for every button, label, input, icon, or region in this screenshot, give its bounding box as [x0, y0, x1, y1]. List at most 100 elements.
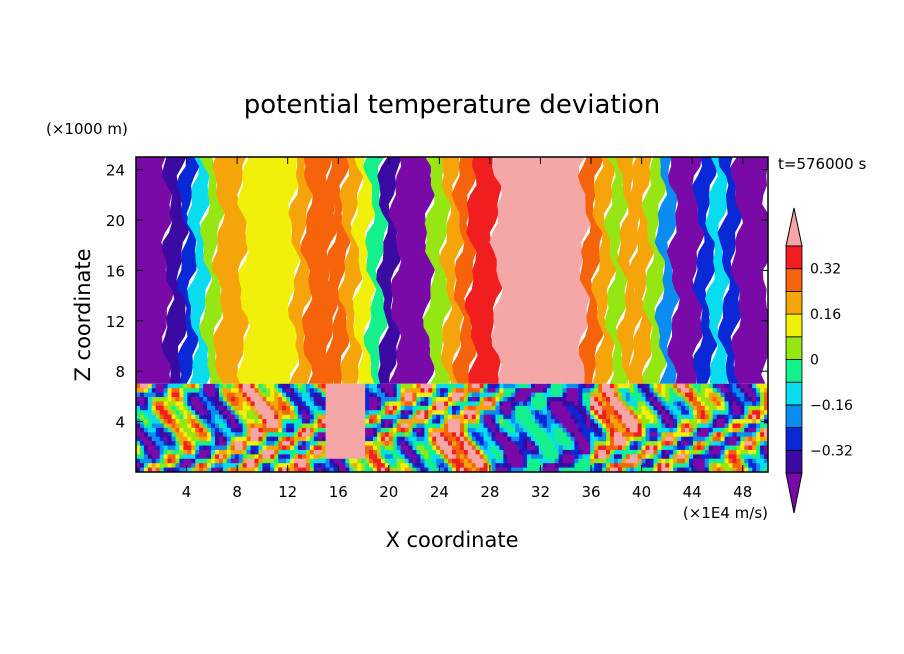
- turbulent-cell: [376, 449, 382, 455]
- turbulent-cell: [732, 419, 737, 425]
- turbulent-cell: [629, 401, 635, 407]
- turbulent-cell: [602, 383, 607, 389]
- x-tick-label: 24: [430, 483, 449, 501]
- turbulent-cell: [376, 463, 382, 469]
- turbulent-cell: [436, 463, 441, 469]
- turbulent-cell: [246, 467, 252, 472]
- turbulent-cell: [392, 445, 398, 451]
- turbulent-cell: [475, 405, 481, 411]
- turbulent-cell: [700, 454, 706, 460]
- turbulent-cell: [598, 449, 603, 455]
- turbulent-cell: [764, 445, 768, 451]
- turbulent-cell: [566, 419, 572, 425]
- turbulent-cell: [432, 410, 437, 416]
- turbulent-cell: [645, 432, 651, 438]
- turbulent-cell: [594, 410, 599, 416]
- turbulent-cell: [586, 423, 591, 429]
- turbulent-cell: [546, 414, 552, 420]
- turbulent-cell: [301, 436, 307, 442]
- turbulent-cell: [661, 414, 666, 420]
- turbulent-cell: [416, 463, 421, 469]
- turbulent-cell: [309, 458, 315, 464]
- turbulent-cell: [732, 405, 737, 411]
- turbulent-cell: [546, 432, 552, 438]
- turbulent-cell: [436, 441, 441, 447]
- turbulent-cell: [167, 432, 173, 438]
- turbulent-cell: [424, 445, 429, 451]
- turbulent-cell: [740, 414, 745, 420]
- turbulent-cell: [159, 454, 165, 460]
- turbulent-cell: [550, 445, 556, 451]
- turbulent-cell: [617, 405, 623, 411]
- turbulent-cell: [629, 445, 635, 451]
- turbulent-cell: [396, 397, 402, 403]
- turbulent-cell: [621, 454, 627, 460]
- turbulent-cell: [246, 423, 252, 429]
- turbulent-cell: [444, 467, 449, 472]
- turbulent-cell: [692, 423, 698, 429]
- turbulent-cell: [187, 388, 192, 394]
- turbulent-cell: [203, 436, 208, 442]
- turbulent-cell: [590, 401, 595, 407]
- turbulent-cell: [313, 427, 319, 433]
- turbulent-cell: [258, 441, 263, 447]
- turbulent-cell: [353, 467, 358, 472]
- turbulent-cell: [499, 449, 504, 455]
- turbulent-cell: [503, 423, 508, 429]
- turbulent-cell: [218, 419, 224, 425]
- turbulent-cell: [629, 463, 635, 469]
- turbulent-cell: [345, 383, 350, 389]
- turbulent-cell: [594, 445, 599, 451]
- turbulent-cell: [629, 449, 635, 455]
- turbulent-cell: [309, 414, 315, 420]
- turbulent-cell: [376, 427, 382, 433]
- turbulent-cell: [365, 441, 370, 447]
- turbulent-cell: [238, 392, 244, 398]
- turbulent-cell: [708, 445, 714, 451]
- turbulent-cell: [531, 463, 536, 469]
- turbulent-cell: [159, 410, 165, 416]
- upper-column-cell: [300, 157, 338, 384]
- turbulent-cell: [163, 445, 169, 451]
- turbulent-cell: [748, 423, 753, 429]
- turbulent-cell: [633, 405, 639, 411]
- turbulent-cell: [333, 401, 339, 407]
- turbulent-cell: [357, 467, 362, 472]
- turbulent-cell: [183, 401, 188, 407]
- turbulent-cell: [519, 432, 524, 438]
- turbulent-cell: [491, 383, 497, 389]
- turbulent-cell: [716, 432, 722, 438]
- turbulent-cell: [617, 392, 623, 398]
- turbulent-cell: [242, 467, 248, 472]
- turbulent-cell: [685, 405, 690, 411]
- turbulent-cell: [396, 419, 402, 425]
- turbulent-cell: [242, 423, 248, 429]
- turbulent-cell: [329, 445, 335, 451]
- turbulent-cell: [645, 405, 651, 411]
- turbulent-cell: [696, 427, 702, 433]
- turbulent-cell: [440, 449, 445, 455]
- turbulent-cell: [286, 454, 291, 460]
- turbulent-cell: [301, 463, 307, 469]
- turbulent-cell: [712, 423, 718, 429]
- turbulent-cell: [290, 441, 295, 447]
- x-tick-label: 16: [329, 483, 348, 501]
- turbulent-cell: [756, 441, 761, 447]
- turbulent-cell: [720, 449, 726, 455]
- turbulent-cell: [574, 423, 579, 429]
- turbulent-cell: [696, 419, 702, 425]
- turbulent-cell: [574, 463, 579, 469]
- turbulent-cell: [629, 427, 635, 433]
- turbulent-cell: [234, 405, 240, 411]
- turbulent-cell: [428, 410, 433, 416]
- turbulent-cell: [290, 449, 295, 455]
- turbulent-cell: [151, 427, 157, 433]
- turbulent-cell: [309, 410, 315, 416]
- turbulent-cell: [645, 392, 651, 398]
- turbulent-cell: [613, 436, 619, 442]
- turbulent-cell: [503, 388, 508, 394]
- turbulent-cell: [195, 423, 200, 429]
- turbulent-cell: [582, 432, 587, 438]
- turbulent-cell: [151, 419, 157, 425]
- turbulent-cell: [523, 423, 528, 429]
